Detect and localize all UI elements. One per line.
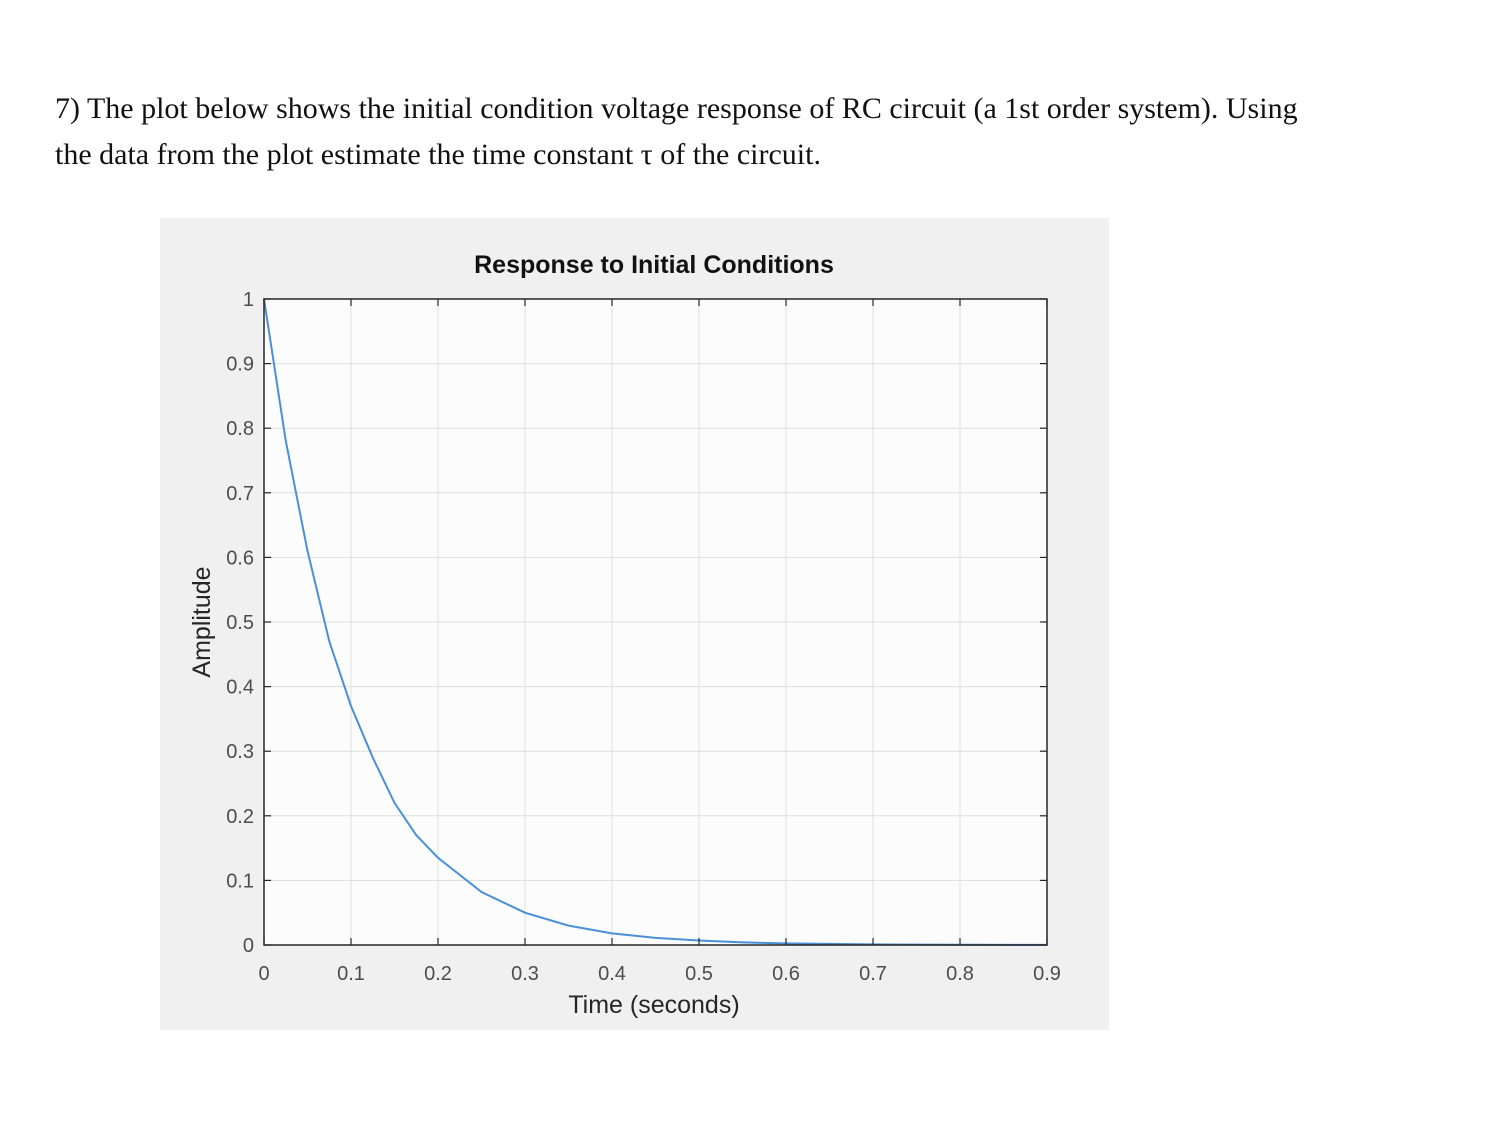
y-tick-label: 1: [243, 289, 254, 311]
x-tick-label: 0.6: [772, 963, 800, 985]
y-tick-label: 0.9: [226, 354, 254, 376]
chart-title: Response to Initial Conditions: [474, 251, 834, 279]
y-tick-label: 0.7: [226, 483, 254, 505]
y-tick-label: 0.1: [226, 870, 254, 892]
y-tick-label: 0.5: [226, 612, 254, 634]
x-axis-label: Time (seconds): [568, 991, 739, 1019]
question-line-2: the data from the plot estimate the time…: [55, 138, 821, 171]
question-text: 7) The plot below shows the initial cond…: [55, 86, 1455, 178]
y-tick-label: 0.4: [226, 677, 254, 699]
x-tick-label: 0.2: [424, 963, 452, 985]
y-tick-label: 0.2: [226, 806, 254, 828]
x-tick-label: 0.8: [946, 963, 974, 985]
y-axis-label: Amplitude: [188, 566, 216, 677]
response-curve: [263, 298, 1048, 946]
x-tick-label: 0.4: [598, 963, 626, 985]
y-tick-label: 0.8: [226, 418, 254, 440]
x-tick-label: 0.7: [859, 963, 887, 985]
y-tick-label: 0.3: [226, 741, 254, 763]
x-tick-label: 0.1: [337, 963, 365, 985]
y-tick-label: 0.6: [226, 547, 254, 569]
x-tick-label: 0.3: [511, 963, 539, 985]
x-tick-label: 0.9: [1033, 963, 1061, 985]
x-tick-label: 0: [258, 963, 269, 985]
response-chart: 0 0.1 0.2 0.3 0.4 0.5 0.6 0.7 0.8 0.9 0 0.1 0.2 0.3 0.…: [188, 251, 1061, 1019]
question-line-1: 7) The plot below shows the initial cond…: [55, 92, 1298, 125]
x-tick-label: 0.5: [685, 963, 713, 985]
figure: 0 0.1 0.2 0.3 0.4 0.5 0.6 0.7 0.8 0.9 0 0.1 0.2 0.3 0.…: [160, 218, 1109, 1030]
tick-marks: [263, 298, 1048, 946]
tick-labels: 0 0.1 0.2 0.3 0.4 0.5 0.6 0.7 0.8 0.9 0 0.1 0.2 0.3 0.…: [226, 289, 1061, 985]
y-tick-label: 0: [243, 935, 254, 957]
